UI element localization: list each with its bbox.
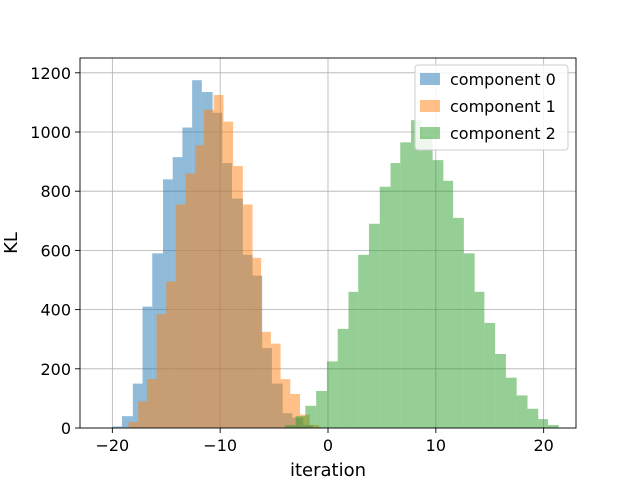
histogram-bar (112, 426, 123, 428)
legend-swatch-component-1 (420, 100, 440, 112)
histogram-bar (185, 173, 196, 428)
histogram-bar (495, 354, 506, 428)
histogram-bar (284, 425, 296, 428)
x-tick-label: 10 (426, 436, 446, 455)
histogram-bar (505, 377, 517, 428)
x-axis-label: iteration (290, 460, 366, 480)
histogram-bar (223, 121, 234, 428)
histogram-bar (411, 120, 422, 428)
histogram-bar (305, 405, 317, 428)
histogram-bar (204, 109, 214, 429)
histogram-bar (358, 254, 369, 428)
y-tick-label: 600 (40, 241, 71, 260)
x-tick-label: −10 (203, 436, 237, 455)
bars (112, 80, 559, 429)
histogram-bar (337, 328, 349, 428)
legend-swatch-component-0 (420, 73, 440, 85)
legend-label-component-1: component 1 (450, 97, 556, 116)
histogram-bar (233, 166, 243, 429)
y-tick-label: 0 (61, 419, 71, 438)
histogram-bar (213, 95, 224, 428)
y-tick-label: 800 (40, 182, 71, 201)
histogram-bar (527, 408, 539, 428)
histogram-bar (142, 306, 153, 428)
y-tick-label: 400 (40, 301, 71, 320)
histogram-bar (138, 401, 147, 428)
histogram-bar (128, 422, 139, 428)
x-tick-label: −20 (95, 436, 129, 455)
legend-box (414, 64, 569, 151)
x-tick-label: 0 (323, 436, 333, 455)
histogram-bar (132, 383, 143, 428)
y-axis-label: KL (1, 232, 22, 254)
histogram-bar (166, 281, 176, 428)
histogram-bar (538, 419, 548, 428)
histogram-bar (443, 180, 454, 428)
histogram-bar (326, 361, 338, 428)
histogram-bar (295, 416, 306, 428)
histogram-bar (474, 291, 485, 428)
x-tick-label: 20 (533, 436, 553, 455)
series-component-1 (128, 95, 320, 429)
histogram-bar (175, 204, 186, 428)
histogram-bar (348, 291, 359, 428)
histogram-bar (195, 145, 204, 428)
histogram-bar (252, 257, 262, 428)
y-tick-label: 200 (40, 360, 71, 379)
histogram-bar (421, 136, 433, 428)
histogram-bar (122, 416, 133, 428)
histogram-bar (270, 343, 281, 428)
histogram-bar (400, 142, 412, 429)
histogram-bar (156, 314, 167, 428)
legend-label-component-2: component 2 (450, 124, 556, 143)
histogram-bar (379, 186, 391, 428)
legend: component 0 component 1 component 2 (414, 64, 569, 151)
histogram-bar (290, 393, 300, 428)
histogram-bar (280, 379, 291, 428)
histogram-bar (463, 253, 475, 428)
histogram-bar (390, 163, 401, 428)
histogram-bar (146, 379, 157, 428)
legend-swatch-component-2 (420, 127, 440, 139)
histogram-bar (368, 223, 380, 428)
histogram-bar (453, 217, 464, 428)
histogram-bar (316, 391, 327, 428)
y-tick-label: 1200 (30, 64, 71, 83)
histogram-bar (242, 204, 253, 428)
histogram-bar (484, 322, 496, 428)
histogram-bar (516, 395, 528, 428)
histogram-bar (432, 160, 444, 428)
histogram-bar (547, 425, 559, 428)
series-component-2 (284, 120, 559, 429)
legend-label-component-0: component 0 (450, 70, 556, 89)
y-tick-label: 1000 (30, 123, 71, 142)
histogram-bar (261, 331, 271, 428)
